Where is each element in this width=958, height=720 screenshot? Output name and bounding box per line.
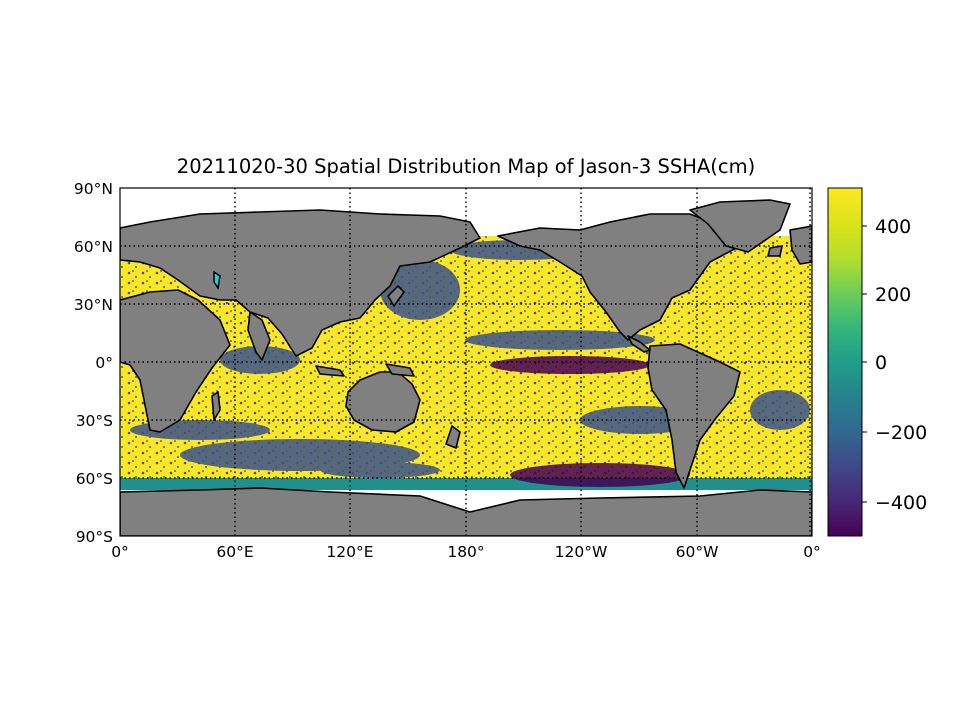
lon-label: 0° [803,543,821,561]
lat-label: 0° [95,354,113,372]
colorbar-tick-label: 400 [875,216,911,238]
colorbar: 400 200 0 −200 −400 [827,187,927,537]
lat-label: 90°S [76,528,113,546]
lon-labels: 0° 60°E 120°E 180° 120°W 60°W 0° [111,543,821,561]
lon-label: 0° [111,543,129,561]
colorbar-tick-label: −200 [875,422,927,444]
ssha-southern-band [120,478,812,490]
colorbar-gradient [827,187,863,537]
lat-label: 90°N [74,180,113,198]
colorbar-tick-label: 200 [875,284,911,306]
lat-label: 30°S [76,412,113,430]
lat-label: 60°N [74,238,113,256]
colorbar-ticks [862,225,867,503]
lat-label: 30°N [74,296,113,314]
caspian-sea [213,270,221,290]
lat-labels: 90°N 60°N 30°N 0° 30°S 60°S 90°S [74,180,113,546]
colorbar-tick-label: −400 [875,492,927,514]
map-area [120,188,812,536]
lon-label: 180° [447,543,484,561]
lon-label: 120°W [555,543,608,561]
lon-label: 60°W [676,543,719,561]
lon-label: 120°E [326,543,373,561]
lon-label: 60°E [216,543,253,561]
map-frame [119,187,813,537]
lat-label: 60°S [76,470,113,488]
colorbar-tick-label: 0 [875,352,887,374]
map-title: 20211020-30 Spatial Distribution Map of … [176,155,756,178]
gridlines [120,188,812,536]
